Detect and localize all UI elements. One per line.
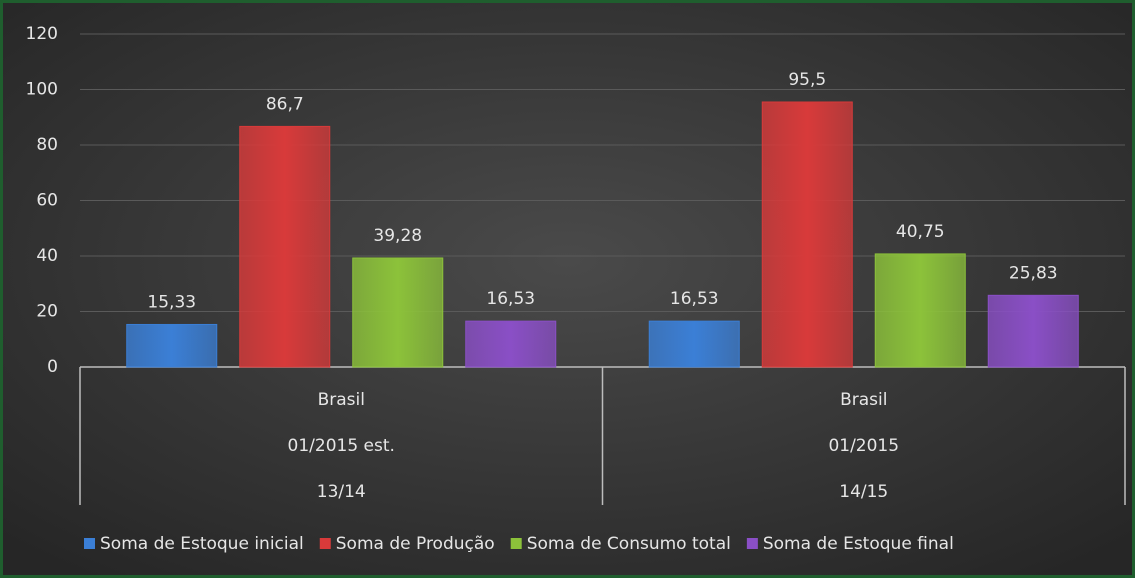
data-label: 15,33 <box>147 292 196 312</box>
bar <box>987 294 1079 368</box>
bar <box>465 320 557 368</box>
data-label: 25,83 <box>1009 263 1058 283</box>
bar <box>648 320 740 368</box>
x-tick-label: 14/15 <box>839 482 888 502</box>
legend-swatch <box>84 538 95 549</box>
y-tick-label: 0 <box>47 357 58 377</box>
bar <box>352 257 444 368</box>
y-tick-label: 40 <box>36 246 58 266</box>
data-label: 86,7 <box>266 94 304 114</box>
x-tick-label: 01/2015 est. <box>288 436 395 456</box>
legend-label: Soma de Estoque inicial <box>100 534 304 554</box>
x-tick-label: 13/14 <box>317 482 366 502</box>
legend-label: Soma de Estoque final <box>763 534 954 554</box>
data-label: 95,5 <box>788 70 826 90</box>
bar <box>239 125 331 368</box>
data-label: 40,75 <box>896 222 945 242</box>
y-tick-label: 120 <box>26 24 58 44</box>
legend-swatch <box>510 538 522 549</box>
data-label: 16,53 <box>486 289 535 309</box>
bar <box>761 101 853 368</box>
data-label: 39,28 <box>373 226 422 246</box>
y-tick-label: 80 <box>36 135 58 155</box>
y-tick-label: 20 <box>36 302 58 322</box>
y-tick-label: 60 <box>36 191 58 211</box>
x-tick-label: Brasil <box>318 390 365 410</box>
legend-swatch <box>746 538 758 549</box>
legend-label: Soma de Produção <box>336 534 495 554</box>
bar <box>126 323 218 368</box>
legend-label: Soma de Consumo total <box>527 534 731 554</box>
legend-swatch <box>319 538 331 549</box>
y-tick-label: 100 <box>26 80 58 100</box>
data-label: 16,53 <box>670 289 719 309</box>
x-tick-label: 01/2015 <box>828 436 899 456</box>
bar <box>874 253 966 368</box>
x-tick-label: Brasil <box>840 390 887 410</box>
